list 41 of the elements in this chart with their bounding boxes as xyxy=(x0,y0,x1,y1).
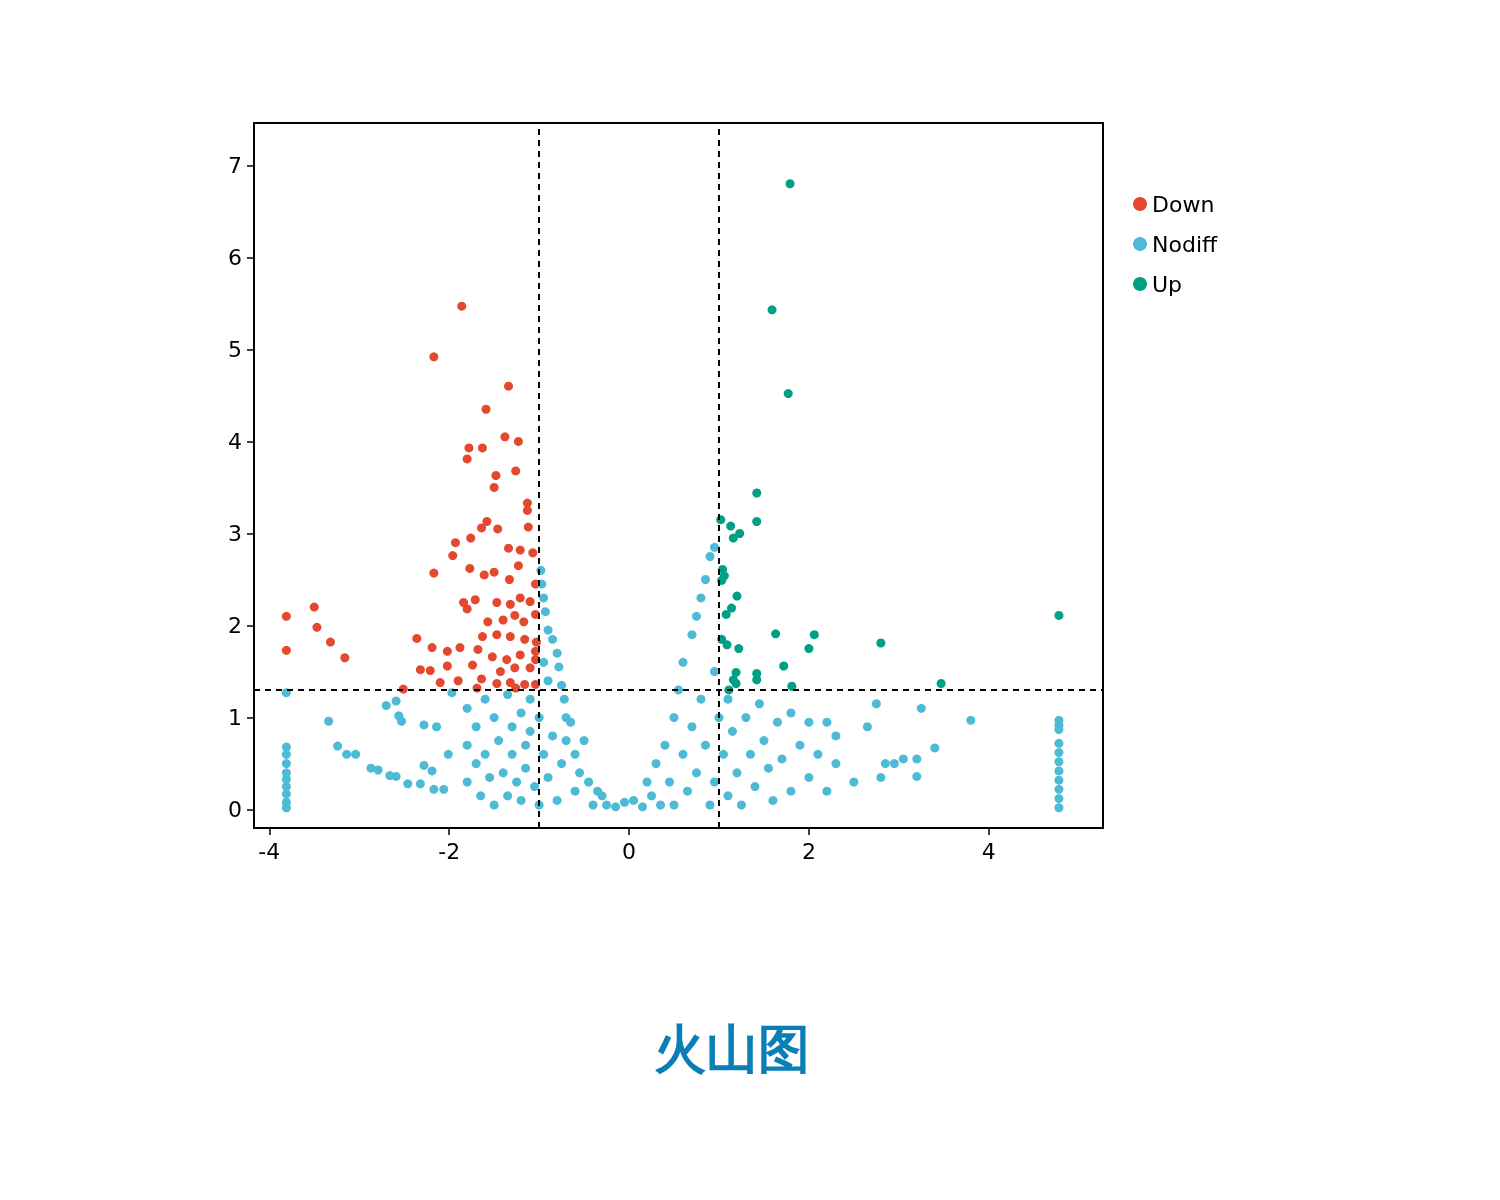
point xyxy=(771,629,781,639)
point xyxy=(752,675,762,685)
point xyxy=(783,389,793,399)
x-tick-label: 2 xyxy=(801,838,816,864)
legend-label: Up xyxy=(1152,271,1183,297)
y-tick-label: 4 xyxy=(228,428,242,454)
point xyxy=(752,517,762,527)
point xyxy=(785,179,795,189)
y-tick-label: 0 xyxy=(228,797,242,823)
point xyxy=(876,638,886,648)
point xyxy=(727,603,737,613)
y-tick-label: 1 xyxy=(228,705,242,731)
x-tick-label: -2 xyxy=(438,838,461,864)
point xyxy=(752,488,762,498)
x-tick-label: 4 xyxy=(981,838,996,864)
y-tick-label: 3 xyxy=(228,520,242,546)
x-tick-label: -4 xyxy=(258,838,281,864)
legend-label: Nodiff xyxy=(1152,231,1218,257)
point xyxy=(734,644,744,654)
point xyxy=(779,661,789,671)
point xyxy=(732,591,742,601)
legend-label: Down xyxy=(1152,191,1215,217)
point xyxy=(721,609,731,619)
point xyxy=(787,681,797,691)
text: 火山图 xyxy=(654,1019,810,1079)
point xyxy=(731,667,741,677)
point xyxy=(731,679,741,688)
point xyxy=(936,679,946,688)
point xyxy=(804,644,814,654)
x-tick-label: 0 xyxy=(622,838,637,864)
y-tick-label: 2 xyxy=(228,613,242,639)
y-tick-label: 5 xyxy=(228,336,242,362)
point xyxy=(726,521,736,531)
point xyxy=(722,640,732,650)
y-tick-label: 6 xyxy=(228,244,242,270)
point xyxy=(809,630,819,640)
point xyxy=(1054,610,1064,620)
point xyxy=(767,305,777,315)
y-tick-label: 7 xyxy=(228,152,242,178)
point xyxy=(728,533,738,543)
point xyxy=(735,528,745,538)
